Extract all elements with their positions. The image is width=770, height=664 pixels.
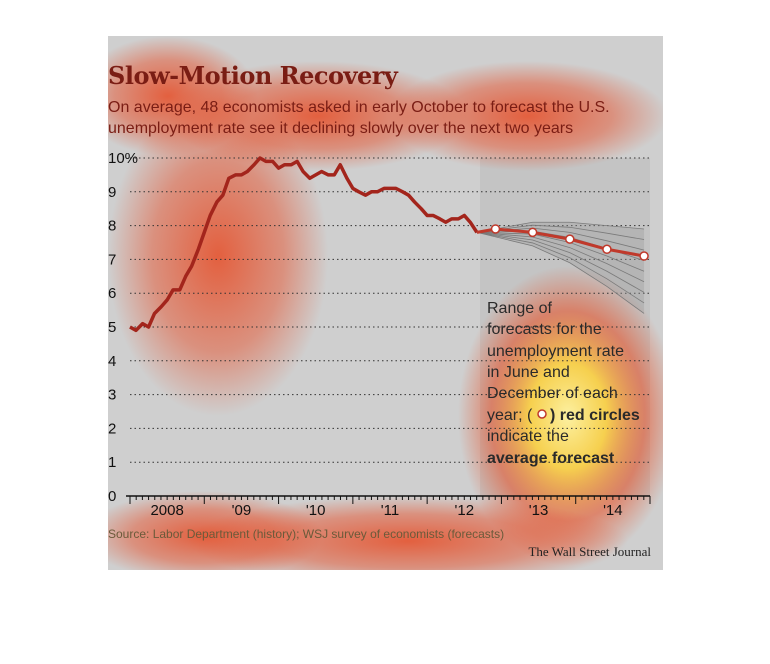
history-series-line (129, 156, 479, 333)
chart-subtitle-line-1: On average, 48 economists asked in early… (108, 99, 610, 116)
y-tick-label: 5 (108, 319, 116, 336)
annotation: Range of forecasts for the unemployment … (487, 300, 640, 467)
annotation-line-4: in June and (487, 364, 570, 381)
gridlines (130, 157, 650, 463)
forecast-average-point (490, 224, 501, 234)
chart-figure: Slow-Motion Recovery On average, 48 econ… (108, 36, 663, 570)
y-tick-label: 0 (108, 488, 116, 505)
y-tick-label: 3 (108, 387, 116, 404)
x-tick-label: 2008 (150, 502, 183, 519)
chart-title: Slow-Motion Recovery (108, 61, 399, 90)
x-tick-label: '09 (232, 502, 252, 519)
forecast-line (476, 231, 645, 283)
y-tick-label: 4 (108, 353, 116, 370)
annotation-line-7: ) red circles (550, 407, 640, 424)
y-tick-label: 9 (108, 184, 116, 201)
annotation-line-6: year; ( (487, 407, 533, 424)
forecast-line (476, 231, 645, 293)
forecast-average-point (602, 244, 612, 255)
x-tick-label: '11 (381, 502, 399, 519)
forecast-average-point (565, 234, 575, 244)
y-tick-label: 2 (108, 420, 116, 437)
y-axis-ticks: 10% 9 8 7 6 5 4 3 2 1 0 (108, 150, 138, 505)
series (129, 156, 649, 333)
forecast-average-point (527, 227, 538, 238)
forecast-line (476, 221, 645, 233)
forecast-line (476, 224, 645, 240)
annotation-line-5: December of each (487, 385, 618, 402)
annotation-line-2: forecasts for the (487, 321, 602, 338)
chart-subtitle-line-2: unemployment rate see it declining slowl… (108, 120, 573, 137)
y-tick-label: 10% (108, 150, 138, 167)
y-tick-label: 8 (108, 218, 116, 235)
x-tick-label: '12 (455, 502, 475, 519)
forecast-line (476, 231, 645, 304)
attention-overlay (108, 36, 663, 570)
y-tick-label: 7 (108, 251, 116, 268)
y-tick-label: 6 (108, 285, 116, 302)
forecast-average-point (639, 251, 649, 261)
annotation-line-1: Range of (487, 300, 552, 317)
credit: The Wall Street Journal (528, 544, 651, 559)
x-axis: 2008 '09 '10 '11 '12 '13 '14 (126, 495, 651, 519)
forecast-range-area (476, 222, 645, 314)
annotation-circle-icon (537, 409, 547, 419)
annotation-line-9: average forecast (487, 450, 615, 467)
annotation-line-3: unemployment rate (487, 343, 624, 360)
x-tick-label: '14 (603, 502, 623, 519)
forecast-line (476, 231, 645, 314)
source-note: Source: Labor Department (history); WSJ … (108, 527, 504, 541)
x-tick-label: '10 (306, 502, 326, 519)
y-tick-label: 1 (108, 454, 116, 471)
x-tick-label: '13 (529, 502, 549, 519)
chart-svg: Slow-Motion Recovery On average, 48 econ… (108, 36, 663, 570)
annotation-line-8: indicate the (487, 428, 569, 445)
